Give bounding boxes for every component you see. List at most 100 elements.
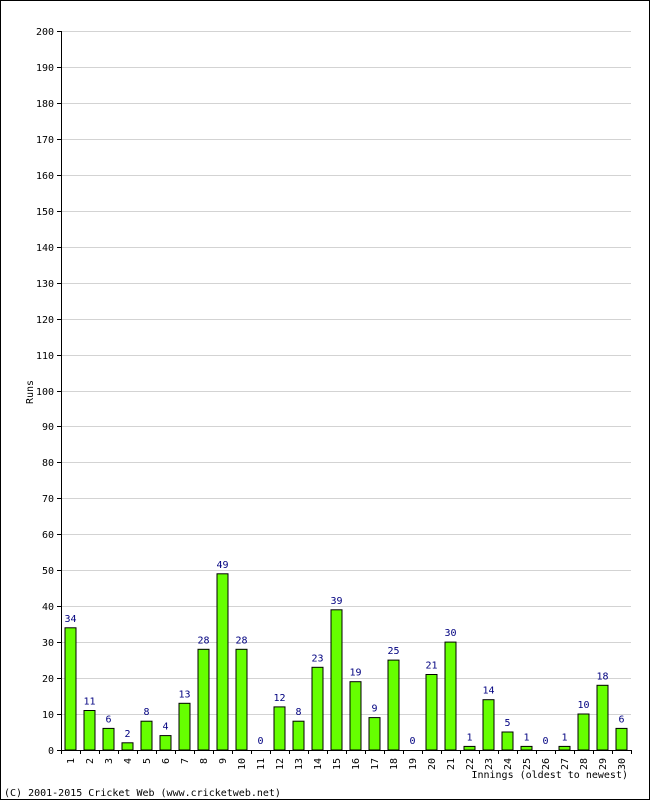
bar-value-label: 28: [235, 635, 247, 646]
y-tick-label: 90: [42, 422, 54, 433]
bar: [102, 727, 115, 751]
bar-value-label: 49: [216, 560, 228, 571]
bar: [501, 731, 514, 751]
x-tick-label: 4: [123, 758, 134, 764]
x-tick-label: 21: [446, 758, 457, 770]
y-tick-label: 20: [42, 674, 54, 685]
bar-value-label: 6: [618, 714, 624, 725]
x-tick-label: 14: [313, 758, 324, 770]
x-tick-label: 1: [66, 758, 77, 764]
bar: [121, 742, 134, 751]
bar-value-label: 34: [64, 614, 76, 625]
bar-value-label: 18: [596, 671, 608, 682]
y-tick-label: 110: [36, 351, 54, 362]
x-tick-label: 8: [199, 758, 210, 764]
x-tick-label: 6: [161, 758, 172, 764]
y-tick-label: 180: [36, 99, 54, 110]
bar: [292, 720, 305, 751]
bar-value-label: 0: [409, 736, 415, 747]
x-tick-label: 16: [351, 758, 362, 770]
x-tick-label: 2: [85, 758, 96, 764]
x-tick-label: 22: [465, 758, 476, 770]
labels: 0102030405060708090100110120130140150160…: [36, 27, 628, 770]
bar-value-label: 13: [178, 689, 190, 700]
bar: [577, 713, 590, 751]
x-tick-label: 9: [218, 758, 229, 764]
bar-value-label: 1: [523, 732, 529, 743]
x-tick-label: 12: [275, 758, 286, 770]
x-tick-label: 26: [541, 758, 552, 770]
y-tick-label: 50: [42, 566, 54, 577]
y-tick-label: 100: [36, 387, 54, 398]
y-tick-label: 60: [42, 530, 54, 541]
bar: [349, 681, 362, 751]
bars: [64, 573, 628, 751]
bar: [216, 573, 229, 751]
x-tick-label: 11: [256, 758, 267, 770]
x-tick-label: 30: [617, 758, 628, 770]
bar-value-label: 0: [257, 736, 263, 747]
bar-value-label: 5: [504, 718, 510, 729]
bar-value-label: 6: [105, 714, 111, 725]
bar-value-label: 14: [482, 686, 494, 697]
bar: [311, 666, 324, 751]
bar-value-label: 30: [444, 628, 456, 639]
bar-value-label: 23: [311, 653, 323, 664]
bar: [64, 627, 77, 751]
y-tick-label: 160: [36, 171, 54, 182]
x-tick-label: 25: [522, 758, 533, 770]
y-tick-label: 0: [48, 746, 54, 757]
bar: [425, 674, 438, 751]
bar-value-label: 10: [577, 700, 589, 711]
bar: [330, 609, 343, 751]
axes: [57, 31, 632, 754]
x-tick-label: 18: [389, 758, 400, 770]
bar-value-label: 1: [561, 732, 567, 743]
bar-value-label: 2: [124, 729, 130, 740]
y-tick-label: 200: [36, 27, 54, 38]
bar: [558, 745, 571, 751]
bar: [615, 727, 628, 751]
bar: [387, 659, 400, 751]
y-tick-label: 70: [42, 494, 54, 505]
x-tick-label: 28: [579, 758, 590, 770]
bar-value-label: 9: [371, 704, 377, 715]
x-tick-label: 29: [598, 758, 609, 770]
bar-value-label: 12: [273, 693, 285, 704]
x-tick-label: 17: [370, 758, 381, 770]
y-tick-label: 150: [36, 207, 54, 218]
y-tick-label: 130: [36, 279, 54, 290]
x-tick-label: 5: [142, 758, 153, 764]
bar: [368, 717, 381, 751]
bar: [159, 735, 172, 751]
x-tick-label: 3: [104, 758, 115, 764]
bar-value-label: 8: [143, 707, 149, 718]
bar-value-label: 1: [466, 732, 472, 743]
bar-value-label: 21: [425, 661, 437, 672]
bar-value-label: 11: [83, 697, 95, 708]
bar: [178, 702, 191, 751]
bar-value-label: 0: [542, 736, 548, 747]
gridlines: [61, 31, 631, 715]
bar-value-label: 8: [295, 707, 301, 718]
x-axis-title: Innings (oldest to newest): [471, 770, 628, 781]
x-tick-label: 10: [237, 758, 248, 770]
bar-value-label: 25: [387, 646, 399, 657]
bar-value-label: 39: [330, 596, 342, 607]
x-tick-label: 19: [408, 758, 419, 770]
bar: [197, 648, 210, 751]
bar: [444, 641, 457, 751]
x-tick-label: 13: [294, 758, 305, 770]
y-tick-label: 80: [42, 458, 54, 469]
y-tick-label: 40: [42, 602, 54, 613]
bar: [463, 745, 476, 751]
bar: [596, 684, 609, 751]
y-tick-label: 30: [42, 638, 54, 649]
y-tick-label: 170: [36, 135, 54, 146]
bar: [235, 648, 248, 751]
x-tick-label: 20: [427, 758, 438, 770]
bar: [482, 699, 495, 751]
y-tick-label: 190: [36, 63, 54, 74]
